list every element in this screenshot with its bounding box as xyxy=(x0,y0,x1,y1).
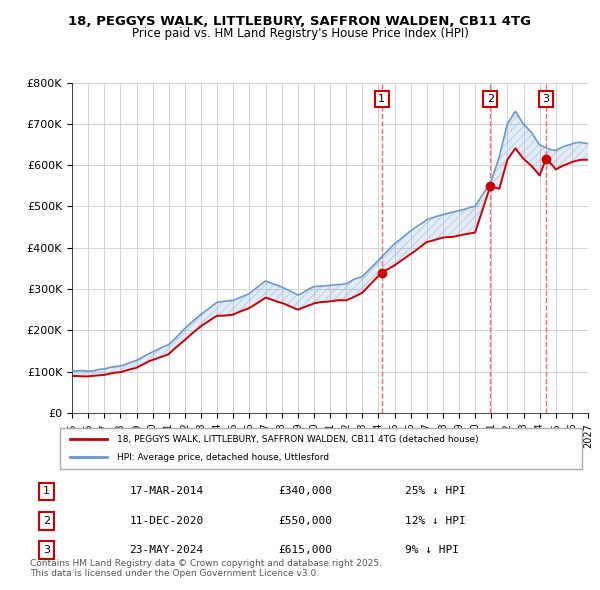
Text: HPI: Average price, detached house, Uttlesford: HPI: Average price, detached house, Uttl… xyxy=(118,453,329,462)
Text: 17-MAR-2014: 17-MAR-2014 xyxy=(130,486,203,496)
Text: 2: 2 xyxy=(487,94,494,104)
Text: 3: 3 xyxy=(542,94,550,104)
Text: Contains HM Land Registry data © Crown copyright and database right 2025.
This d: Contains HM Land Registry data © Crown c… xyxy=(30,559,382,578)
Text: 2: 2 xyxy=(43,516,50,526)
Text: 12% ↓ HPI: 12% ↓ HPI xyxy=(406,516,466,526)
Text: 3: 3 xyxy=(43,545,50,555)
Text: £615,000: £615,000 xyxy=(278,545,332,555)
Text: 11-DEC-2020: 11-DEC-2020 xyxy=(130,516,203,526)
Text: Price paid vs. HM Land Registry's House Price Index (HPI): Price paid vs. HM Land Registry's House … xyxy=(131,27,469,40)
Text: 23-MAY-2024: 23-MAY-2024 xyxy=(130,545,203,555)
Text: 1: 1 xyxy=(43,486,50,496)
Text: 9% ↓ HPI: 9% ↓ HPI xyxy=(406,545,460,555)
FancyBboxPatch shape xyxy=(60,428,582,469)
Text: £550,000: £550,000 xyxy=(278,516,332,526)
Text: £340,000: £340,000 xyxy=(278,486,332,496)
Text: 25% ↓ HPI: 25% ↓ HPI xyxy=(406,486,466,496)
Text: 18, PEGGYS WALK, LITTLEBURY, SAFFRON WALDEN, CB11 4TG: 18, PEGGYS WALK, LITTLEBURY, SAFFRON WAL… xyxy=(68,15,532,28)
Text: 18, PEGGYS WALK, LITTLEBURY, SAFFRON WALDEN, CB11 4TG (detached house): 18, PEGGYS WALK, LITTLEBURY, SAFFRON WAL… xyxy=(118,435,479,444)
Text: 1: 1 xyxy=(378,94,385,104)
